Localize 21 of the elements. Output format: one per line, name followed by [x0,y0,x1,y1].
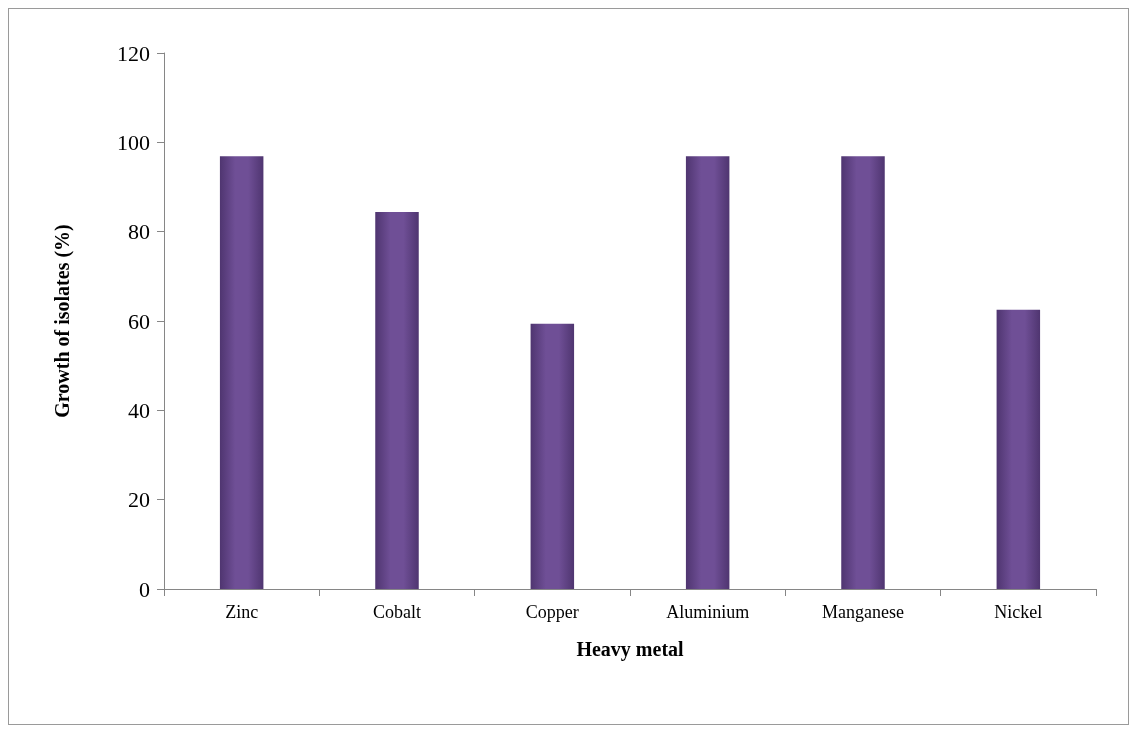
y-tick-label: 80 [128,219,150,245]
x-tick-label: Nickel [994,602,1043,622]
y-tick-label: 20 [128,487,150,513]
bar [685,156,730,589]
x-tick-label: Manganese [822,602,904,622]
y-tick-label: 40 [128,397,150,423]
x-tick-label: Copper [525,602,579,622]
y-tick-label: 60 [128,308,150,334]
bar [996,309,1041,589]
y-tick-label: 0 [139,576,150,602]
y-tick-label: 120 [117,40,150,66]
x-tick-label: Cobalt [373,602,421,622]
y-axis-title: Growth of isolates (%) [51,224,74,418]
bar [530,323,575,589]
y-tick-label: 100 [117,129,150,155]
bar [219,156,264,589]
x-tick-label: Aluminium [666,602,750,622]
bar [375,212,419,589]
x-axis-title: Heavy metal [576,638,685,661]
x-tick-label: Zinc [225,602,259,622]
bar [841,156,885,589]
